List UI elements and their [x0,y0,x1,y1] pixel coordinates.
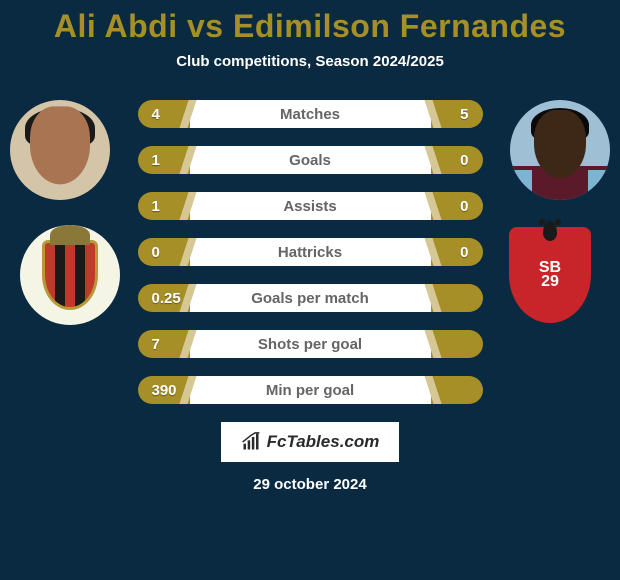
stat-row: 390 Min per goal [138,376,483,404]
brest-shield-icon: SB 29 [509,227,591,323]
stat-label: Matches [190,100,431,128]
stat-left-value: 4 [138,106,188,123]
player-right-avatar [510,100,610,200]
header: Ali Abdi vs Edimilson Fernandes Club com… [0,0,620,70]
player-left-avatar [10,100,110,200]
stat-row: 7 Shots per goal [138,330,483,358]
site-badge: FcTables.com [221,422,400,462]
page-subtitle: Club competitions, Season 2024/2025 [0,53,620,70]
stat-left-value: 7 [138,336,188,353]
club-right-crest: SB 29 [500,225,600,325]
stat-left-value: 0 [138,244,188,261]
stat-label: Assists [190,192,431,220]
stat-label: Hattricks [190,238,431,266]
crest-right-sub: 29 [539,275,561,289]
stat-label: Min per goal [190,376,431,404]
stat-row: 1 Assists 0 [138,192,483,220]
stat-row: 1 Goals 0 [138,146,483,174]
stat-left-value: 390 [138,382,188,399]
stat-row: 0 Hattricks 0 [138,238,483,266]
stat-label: Goals [190,146,431,174]
page-title: Ali Abdi vs Edimilson Fernandes [0,8,620,45]
stat-right-value: 0 [433,198,483,215]
chart-icon [241,432,261,452]
comparison-content: SB 29 4 Matches 5 1 Goals 0 1 Assists 0 … [0,100,620,404]
footer: FcTables.com 29 october 2024 [0,422,620,493]
stat-right-value: 5 [433,106,483,123]
stat-right-value: 0 [433,152,483,169]
footer-date: 29 october 2024 [0,476,620,493]
stat-row: 4 Matches 5 [138,100,483,128]
nice-badge-icon [42,240,98,310]
site-name: FcTables.com [267,432,380,452]
stat-label: Goals per match [190,284,431,312]
stat-left-value: 1 [138,198,188,215]
stat-row: 0.25 Goals per match [138,284,483,312]
stat-label: Shots per goal [190,330,431,358]
club-left-crest [20,225,120,325]
stats-list: 4 Matches 5 1 Goals 0 1 Assists 0 0 Hatt… [138,100,483,404]
stat-left-value: 0.25 [138,290,188,307]
stat-right-value: 0 [433,244,483,261]
stat-left-value: 1 [138,152,188,169]
